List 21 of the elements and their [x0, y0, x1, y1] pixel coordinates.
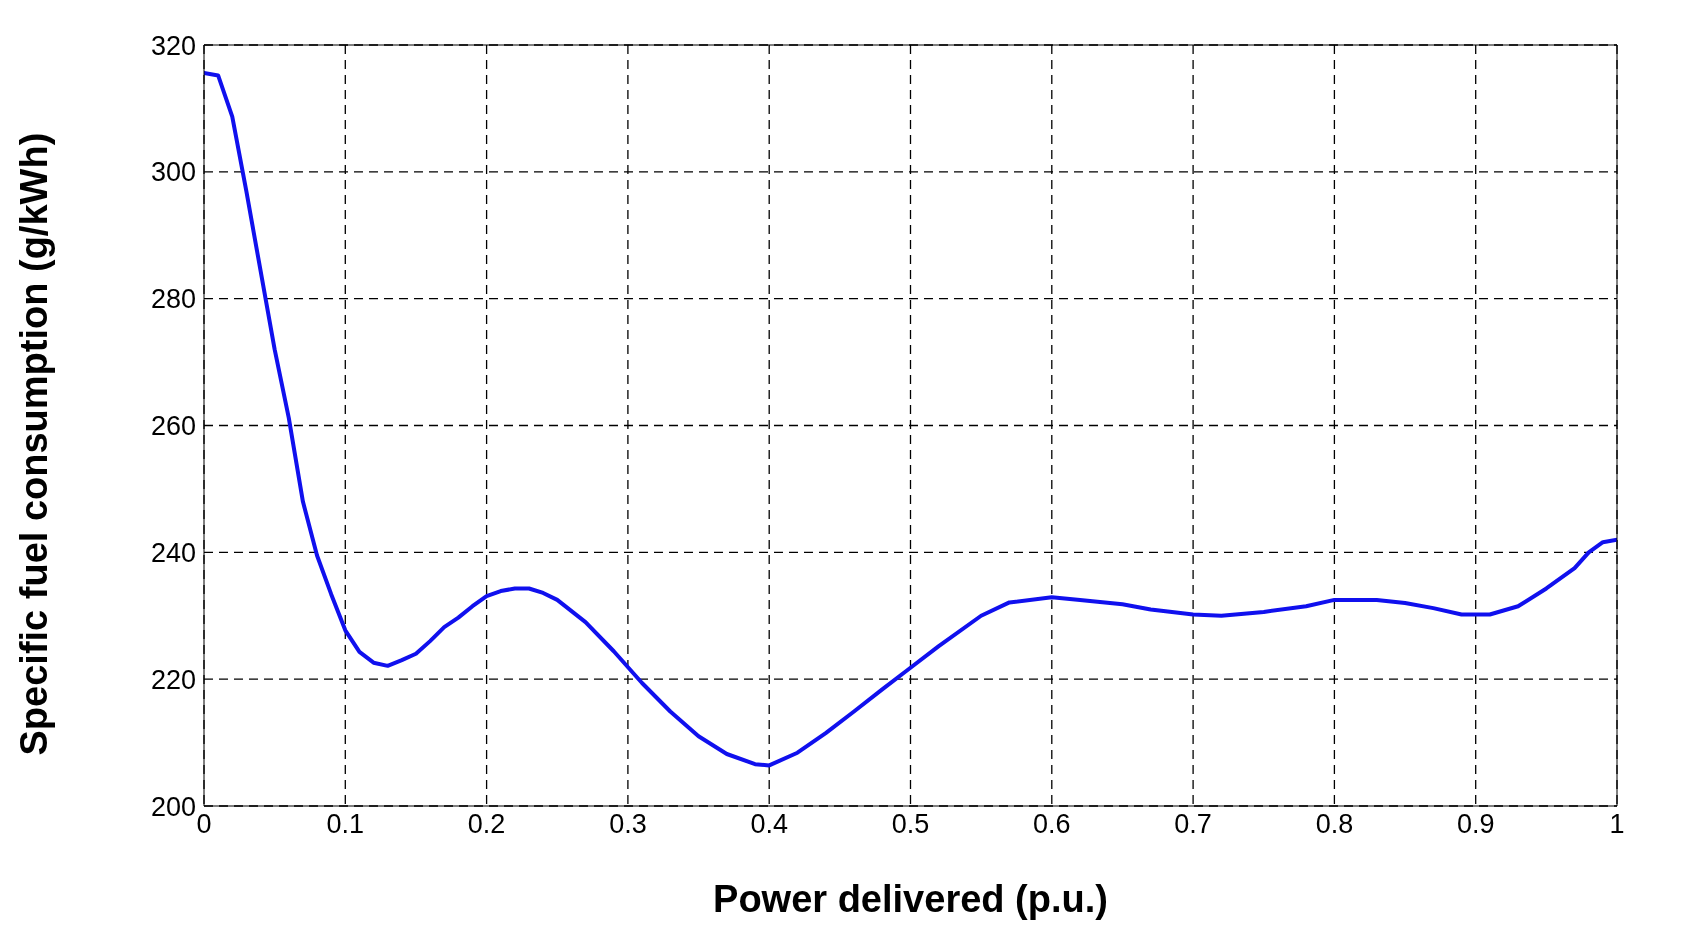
y-tick-label: 300	[150, 157, 196, 188]
y-tick-label: 280	[150, 284, 196, 315]
x-tick-label: 0.7	[1174, 809, 1212, 840]
y-tick-label: 200	[150, 791, 196, 822]
x-tick-label: 0.5	[891, 809, 930, 840]
y-tick-label: 260	[150, 411, 196, 442]
y-tick-label: 220	[150, 664, 196, 695]
x-axis-title: Power delivered (p.u.)	[713, 878, 1108, 920]
line-series	[204, 70, 1617, 768]
x-tick-label: 0.9	[1456, 809, 1495, 840]
x-tick-label: 0.2	[467, 809, 506, 840]
x-tick-label: 0.3	[609, 809, 647, 840]
y-axis-title: Specific fuel consumption (g/kWh)	[13, 132, 56, 756]
y-tick-label: 320	[150, 30, 196, 61]
x-tick-label: 0.6	[1033, 809, 1071, 840]
x-tick-label: 0.1	[326, 809, 365, 840]
x-tick-label: 0.4	[750, 809, 788, 840]
x-tick-label: 0	[196, 809, 212, 840]
x-tick-label: 1	[1609, 809, 1625, 840]
x-tick-label: 0.8	[1315, 809, 1354, 840]
y-tick-label: 240	[150, 537, 196, 568]
